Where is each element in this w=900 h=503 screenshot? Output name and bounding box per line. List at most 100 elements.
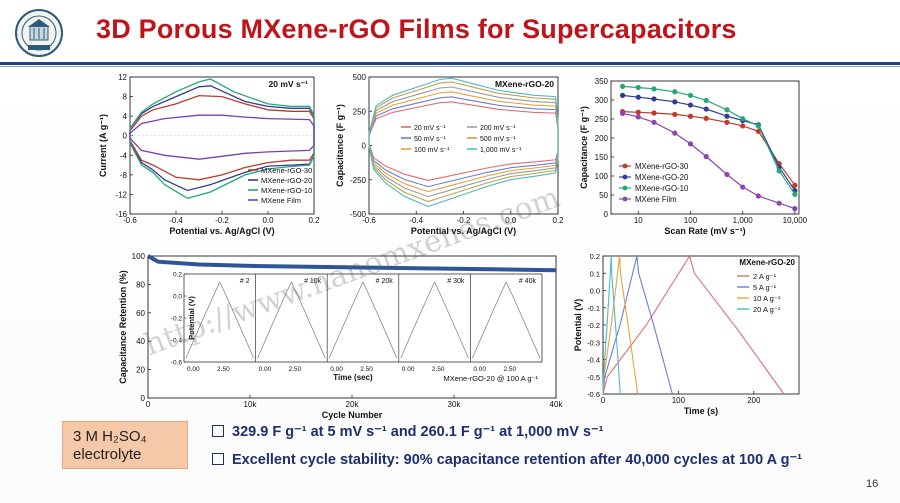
bullet-stability: Excellent cycle stability: 90% capacitan… (212, 452, 802, 468)
header-rule-thin (0, 66, 900, 67)
data-point (755, 193, 761, 199)
data-point (687, 92, 694, 98)
series-line (147, 254, 557, 273)
inset-x-tick-label: 0.00 (473, 366, 486, 373)
x-tick-label: -0.4 (169, 216, 183, 225)
y-tick-label: 0 (604, 210, 609, 219)
plot-area (602, 255, 800, 395)
data-point (619, 92, 626, 98)
panel-annotation: MXene-rGO-20 (495, 79, 554, 89)
inset-x-tick-label: 0.00 (402, 366, 415, 373)
checkbox-bullet-icon (212, 453, 224, 465)
inset-y-tick-label: -0.2 (171, 316, 183, 323)
data-point (672, 130, 678, 136)
y-tick-label: -250 (350, 176, 367, 185)
checkbox-bullet-icon (212, 425, 224, 437)
y-tick-label: 100 (595, 172, 609, 181)
data-point (724, 119, 730, 125)
slide-title: 3D Porous MXene-rGO Films for Supercapac… (96, 14, 737, 44)
x-tick-label: 0.0 (262, 216, 274, 225)
data-point (672, 89, 678, 95)
x-tick-label: 0.2 (308, 216, 320, 225)
data-point (724, 113, 730, 119)
data-point (619, 110, 626, 116)
data-point (776, 200, 782, 206)
inset-y-tick-label: 0.0 (173, 294, 182, 301)
legend-entry: MXene Film (261, 196, 301, 205)
data-point (776, 168, 782, 174)
y-tick-label: 50 (599, 191, 608, 200)
y-tick-label: -16 (115, 210, 127, 219)
data-point (687, 141, 694, 147)
data-point (703, 115, 709, 121)
inset-series-line (257, 281, 292, 359)
x-axis-label: Cycle Number (322, 410, 383, 420)
legend-entry: 10 A g⁻¹ (753, 294, 781, 303)
y-tick-label: 0 (141, 394, 146, 403)
data-point (672, 111, 678, 118)
inset-cycle-label: # 30k (447, 278, 465, 285)
data-point (672, 99, 678, 105)
data-point (740, 116, 746, 122)
x-tick-label: 200 (747, 396, 761, 405)
inset-plot-area (183, 273, 543, 363)
data-point (740, 184, 746, 190)
y-tick-label: 500 (353, 73, 367, 82)
legend-entry: MXene-rGO-10 (261, 186, 312, 195)
chart-panel-gcd: -0.6 -0.5 -0.4 -0.3 -0.2 -0.1 0.0 0.1 0.2 Time (s… (573, 252, 800, 416)
legend-entry: 5 A g⁻¹ (753, 283, 777, 292)
series-line (129, 114, 315, 160)
data-point (619, 83, 626, 89)
bullet-capacitance: 329.9 F g⁻¹ at 5 mV s⁻¹ and 260.1 F g⁻¹ … (212, 424, 604, 440)
inset-cycle-label: # 10k (304, 278, 322, 285)
y-tick-label: -0.5 (587, 373, 600, 382)
x-tick-label: -0.4 (409, 216, 423, 225)
y-tick-label: 20 (136, 366, 145, 375)
x-axis-label: Time (s) (684, 406, 718, 416)
series-line (129, 78, 315, 199)
x-tick-label: 0 (146, 400, 151, 409)
inset-y-tick-label: -0.6 (171, 360, 183, 367)
x-tick-label: 10k (244, 400, 258, 409)
x-axis-label: Potential vs. Ag/AgCl (V) (169, 226, 274, 236)
inset-series-line (472, 281, 507, 359)
y-tick-label: 300 (595, 96, 609, 105)
legend-entry: MXene-rGO-20 (261, 176, 312, 185)
y-tick-label: -4 (120, 151, 128, 160)
slide-header: 3D Porous MXene-rGO Films for Supercapac… (0, 0, 900, 64)
x-tick-label: 100 (684, 216, 698, 225)
inset-y-tick-label: -0.4 (171, 338, 183, 345)
y-tick-label: -500 (350, 210, 367, 219)
x-tick-label: 30k (448, 400, 462, 409)
data-point (651, 110, 657, 116)
bullet-text: 329.9 F g⁻¹ at 5 mV s⁻¹ and 260.1 F g⁻¹ … (232, 424, 604, 440)
x-tick-label: 10,000 (783, 216, 808, 225)
chart-panel-cv: -0.6 -0.4 -0.2 0.0 0.2 -16 -12 -8 -4 0 4 8 12 Potenti… (98, 73, 320, 236)
inset-x-tick-label: 0.00 (187, 366, 200, 373)
legend-entry: 500 mV s⁻¹ (480, 136, 516, 143)
y-tick-label: 150 (595, 153, 609, 162)
y-tick-label: 100 (132, 252, 146, 261)
inset-y-axis-label: Potential (V) (187, 296, 196, 340)
data-point (687, 102, 694, 108)
inset-series-line (362, 281, 398, 359)
y-tick-label: 12 (118, 73, 127, 82)
legend-entry: 200 mV s⁻¹ (480, 125, 516, 132)
y-axis-label: Capacitance (F g⁻¹) (335, 104, 345, 187)
electrolyte-line1: 3 M H₂SO₄ (73, 428, 147, 445)
data-point (635, 114, 641, 120)
y-tick-label: 200 (595, 134, 609, 143)
header-rule (0, 62, 900, 65)
data-point (724, 171, 730, 178)
data-point (740, 123, 746, 129)
data-point (792, 191, 798, 197)
inset-series-line (291, 281, 326, 359)
y-tick-label: 60 (136, 309, 145, 318)
y-tick-label: 0.0 (590, 287, 600, 296)
data-point (792, 182, 798, 188)
legend-marker (622, 174, 628, 180)
inset-cycle-label: # 40k (519, 278, 537, 285)
y-tick-label: 8 (123, 93, 128, 102)
x-tick-label: -0.2 (215, 216, 229, 225)
y-tick-label: 0 (123, 132, 128, 141)
